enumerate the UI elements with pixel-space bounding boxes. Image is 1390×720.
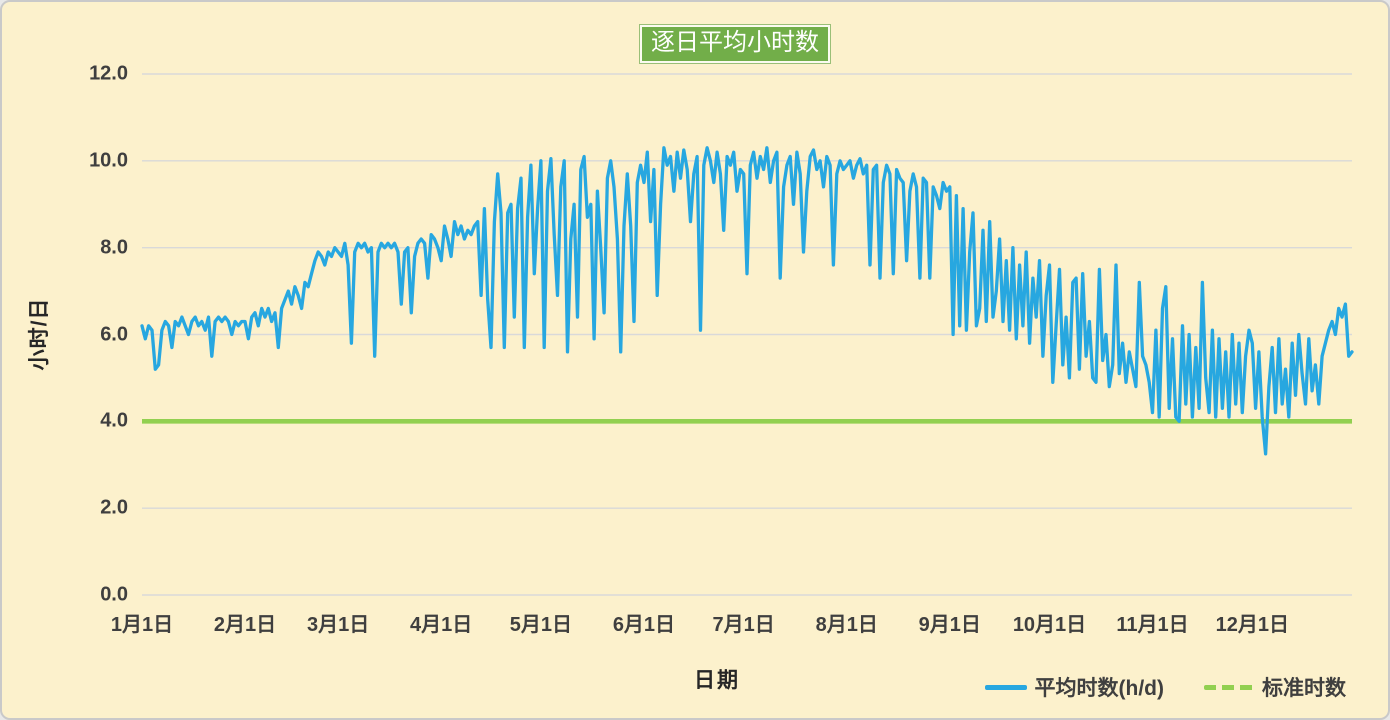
x-tick-label: 1月1日 <box>110 614 174 636</box>
y-axis-title: 小时/日 <box>28 297 51 371</box>
x-tick-label: 6月1日 <box>612 614 676 636</box>
x-axis-title: 日期 <box>694 669 740 692</box>
legend-label-average: 平均时数(h/d) <box>1034 677 1164 700</box>
y-tick-label: 2.0 <box>100 496 128 519</box>
x-tick-label: 8月1日 <box>815 614 878 636</box>
legend-item-standard: 标准时数 <box>1204 672 1346 702</box>
x-tick-label: 2月1日 <box>213 614 277 636</box>
legend-label-standard: 标准时数 <box>1262 677 1346 700</box>
y-tick-label: 12.0 <box>89 62 128 85</box>
x-tick-label: 12月1日 <box>1215 614 1289 636</box>
y-tick-label: 8.0 <box>100 236 128 259</box>
x-tick-label: 5月1日 <box>509 614 573 636</box>
x-tick-label: 9月1日 <box>918 614 981 636</box>
average-line-swatch-icon <box>984 684 1027 690</box>
y-tick-label: 0.0 <box>100 583 128 606</box>
chart-title: 逐日平均小时数 <box>640 25 830 63</box>
legend-item-average: 平均时数(h/d) <box>984 672 1164 702</box>
x-tick-label: 3月1日 <box>307 614 370 636</box>
x-tick-label: 11月1日 <box>1116 614 1189 636</box>
y-tick-label: 4.0 <box>100 409 128 432</box>
x-tick-label: 4月1日 <box>410 614 473 636</box>
legend: 平均时数(h/d) 标准时数 <box>984 672 1346 702</box>
y-tick-label: 6.0 <box>100 323 128 345</box>
standard-line-swatch-icon <box>1204 684 1254 690</box>
x-tick-label: 10月1日 <box>1012 614 1087 636</box>
x-tick-label: 7月1日 <box>712 614 775 636</box>
y-tick-label: 10.0 <box>89 149 128 172</box>
